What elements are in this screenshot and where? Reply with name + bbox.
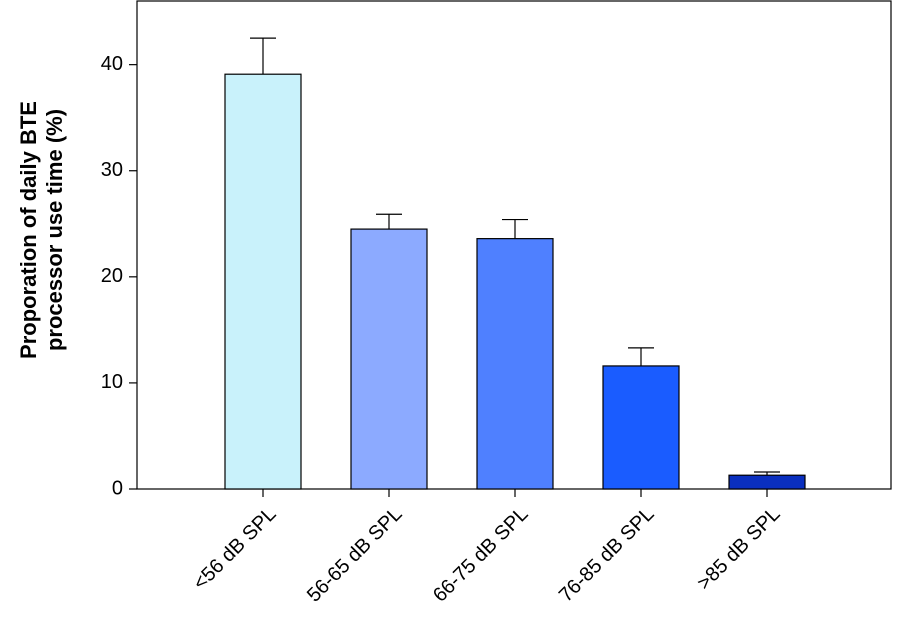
- x-tick-label: 66-75 dB SPL: [429, 503, 533, 607]
- bar: [350, 228, 428, 490]
- y-tick-label: 10: [101, 371, 123, 393]
- bar: [476, 238, 554, 490]
- y-tick-label: 20: [101, 265, 123, 287]
- x-tick-label: 76-85 dB SPL: [555, 503, 659, 607]
- y-tick-label: 0: [112, 477, 123, 499]
- y-axis-label-line: processor use time (%): [42, 109, 67, 351]
- y-tick-label: 40: [101, 53, 123, 75]
- bar: [728, 474, 806, 490]
- bar: [602, 365, 680, 490]
- x-tick-label: >85 dB SPL: [693, 503, 784, 594]
- y-axis-label-line: Proporation of daily BTE: [16, 101, 41, 359]
- y-tick-label: 30: [101, 159, 123, 181]
- x-tick-label: <56 dB SPL: [189, 503, 280, 594]
- x-tick-label: 56-65 dB SPL: [303, 503, 407, 607]
- y-axis-label: Proporation of daily BTE processor use t…: [16, 101, 67, 359]
- bar: [224, 73, 302, 490]
